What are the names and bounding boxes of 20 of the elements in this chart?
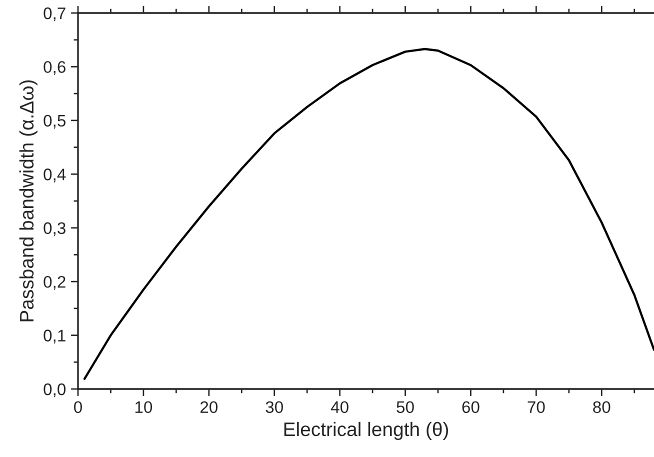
x-tick-label: 0 [74, 401, 82, 414]
x-tick-label: 60 [462, 401, 480, 414]
y-tick-label: 0,1 [44, 330, 66, 344]
x-tick-label: 10 [135, 401, 152, 414]
x-tick-label: 40 [330, 401, 348, 414]
y-axis-title: Passband bandwidth (α.Δω) [19, 80, 38, 322]
y-tick-label: 0,3 [44, 222, 66, 236]
line-series [83, 48, 654, 380]
x-tick-label: 30 [266, 401, 283, 414]
x-tick-label: 20 [200, 401, 218, 414]
y-tick-label: 0,7 [44, 7, 66, 22]
x-tick-label: 70 [528, 401, 545, 414]
y-tick-label: 0,4 [44, 168, 66, 182]
x-tick-label: 80 [593, 401, 610, 414]
x-axis-title: Electrical length (θ) [284, 422, 448, 440]
y-tick-label: 0,6 [44, 61, 66, 75]
y-tick-label: 0,0 [44, 383, 66, 398]
y-tick-label: 0,5 [44, 114, 66, 129]
y-tick-label: 0,2 [44, 276, 66, 290]
x-tick-label: 50 [396, 401, 414, 414]
